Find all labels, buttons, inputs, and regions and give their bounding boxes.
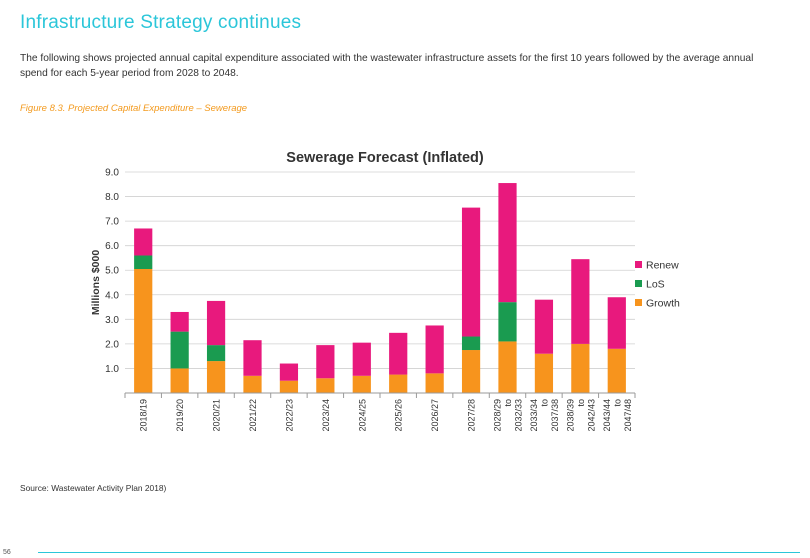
x-tick-label: 2043/44 xyxy=(602,399,612,432)
bar-renew xyxy=(279,363,299,381)
x-tick-label: 2033/34 xyxy=(529,399,539,432)
bar-growth xyxy=(571,343,590,393)
y-tick-label: 5.0 xyxy=(105,266,119,277)
bar-renew xyxy=(206,300,226,346)
y-tick-label: 2.0 xyxy=(105,339,119,350)
legend-label-renew: Renew xyxy=(646,260,679,272)
bar-renew xyxy=(170,311,189,332)
bar-renew xyxy=(571,259,590,344)
legend-swatch-growth xyxy=(635,299,642,306)
bar-growth xyxy=(534,353,554,393)
bar-renew xyxy=(316,345,335,379)
x-tick-label: 2027/28 xyxy=(467,399,477,432)
x-tick-label: to xyxy=(503,399,513,407)
bar-growth xyxy=(316,378,335,393)
legend-label-los: LoS xyxy=(646,279,665,291)
x-tick-label: 2037/38 xyxy=(550,399,560,432)
bar-growth xyxy=(607,348,626,393)
bar-growth xyxy=(389,374,408,393)
x-tick-label: 2020/21 xyxy=(212,399,222,432)
sewerage-forecast-chart: Sewerage Forecast (Inflated) 1.0 2.0 3.0 4.0… xyxy=(75,140,715,440)
x-tick-label: 2022/23 xyxy=(284,399,294,432)
x-tick-label: 2028/29 xyxy=(493,399,503,432)
y-tick-label: 9.0 xyxy=(105,168,119,179)
page-number: 56 xyxy=(3,549,11,556)
bar-growth xyxy=(170,368,189,393)
bar-renew xyxy=(243,340,262,376)
x-tick-label: 2018/19 xyxy=(139,399,149,432)
legend-label-growth: Growth xyxy=(646,298,680,310)
bar-los xyxy=(206,345,226,362)
legend-swatch-los xyxy=(635,280,642,287)
intro-paragraph: The following shows projected annual cap… xyxy=(20,53,754,79)
page-title: Infrastructure Strategy continues xyxy=(20,12,302,33)
bar-growth xyxy=(352,375,371,393)
bar-renew xyxy=(607,297,626,349)
bar-los xyxy=(461,336,481,351)
bar-growth xyxy=(206,361,226,393)
bar-renew xyxy=(352,342,371,376)
y-axis-label: Millions $000 xyxy=(90,250,102,316)
bar-renew xyxy=(534,299,554,354)
y-tick-label: 7.0 xyxy=(105,217,119,228)
bar-los xyxy=(498,302,517,342)
bar-growth xyxy=(243,375,262,393)
bar-renew xyxy=(389,332,408,375)
footer-rule xyxy=(38,552,800,553)
x-tick-label: 2021/22 xyxy=(248,399,258,432)
x-tick-label: to xyxy=(539,399,549,407)
y-tick-label: 1.0 xyxy=(105,364,119,375)
x-tick-label: 2023/24 xyxy=(321,399,331,432)
bar-renew xyxy=(498,183,517,303)
x-tick-label: 2032/33 xyxy=(514,399,524,432)
x-tick-label: 2024/25 xyxy=(357,399,367,432)
x-tick-label: to xyxy=(612,399,622,407)
x-tick-label: 2047/48 xyxy=(623,399,633,432)
y-tick-label: 8.0 xyxy=(105,192,119,203)
bar-renew xyxy=(425,325,444,374)
source-note: Source: Wastewater Activity Plan 2018) xyxy=(20,483,167,493)
x-tick-label: to xyxy=(576,399,586,407)
bar-growth xyxy=(134,268,153,393)
y-tick-label: 6.0 xyxy=(105,241,119,252)
bar-growth xyxy=(461,350,481,393)
bar-growth xyxy=(425,373,444,393)
bar-los xyxy=(170,331,189,369)
x-tick-label: 2025/26 xyxy=(394,399,404,432)
y-tick-label: 3.0 xyxy=(105,315,119,326)
bar-los xyxy=(134,255,153,269)
x-tick-label: 2038/39 xyxy=(565,399,575,432)
chart-svg: Sewerage Forecast (Inflated) 1.0 2.0 3.0 4.0… xyxy=(90,150,680,432)
bar-renew xyxy=(461,207,481,337)
figure-caption: Figure 8.3. Projected Capital Expenditur… xyxy=(20,103,248,114)
bar-renew xyxy=(134,228,153,256)
x-tick-label: 2042/43 xyxy=(586,399,596,432)
bar-growth xyxy=(498,341,517,393)
legend-swatch-renew xyxy=(635,261,642,268)
chart-title: Sewerage Forecast (Inflated) xyxy=(286,150,484,166)
bar-growth xyxy=(279,380,299,393)
x-tick-label: 2026/27 xyxy=(430,399,440,432)
y-tick-label: 4.0 xyxy=(105,290,119,301)
x-tick-label: 2019/20 xyxy=(175,399,185,432)
